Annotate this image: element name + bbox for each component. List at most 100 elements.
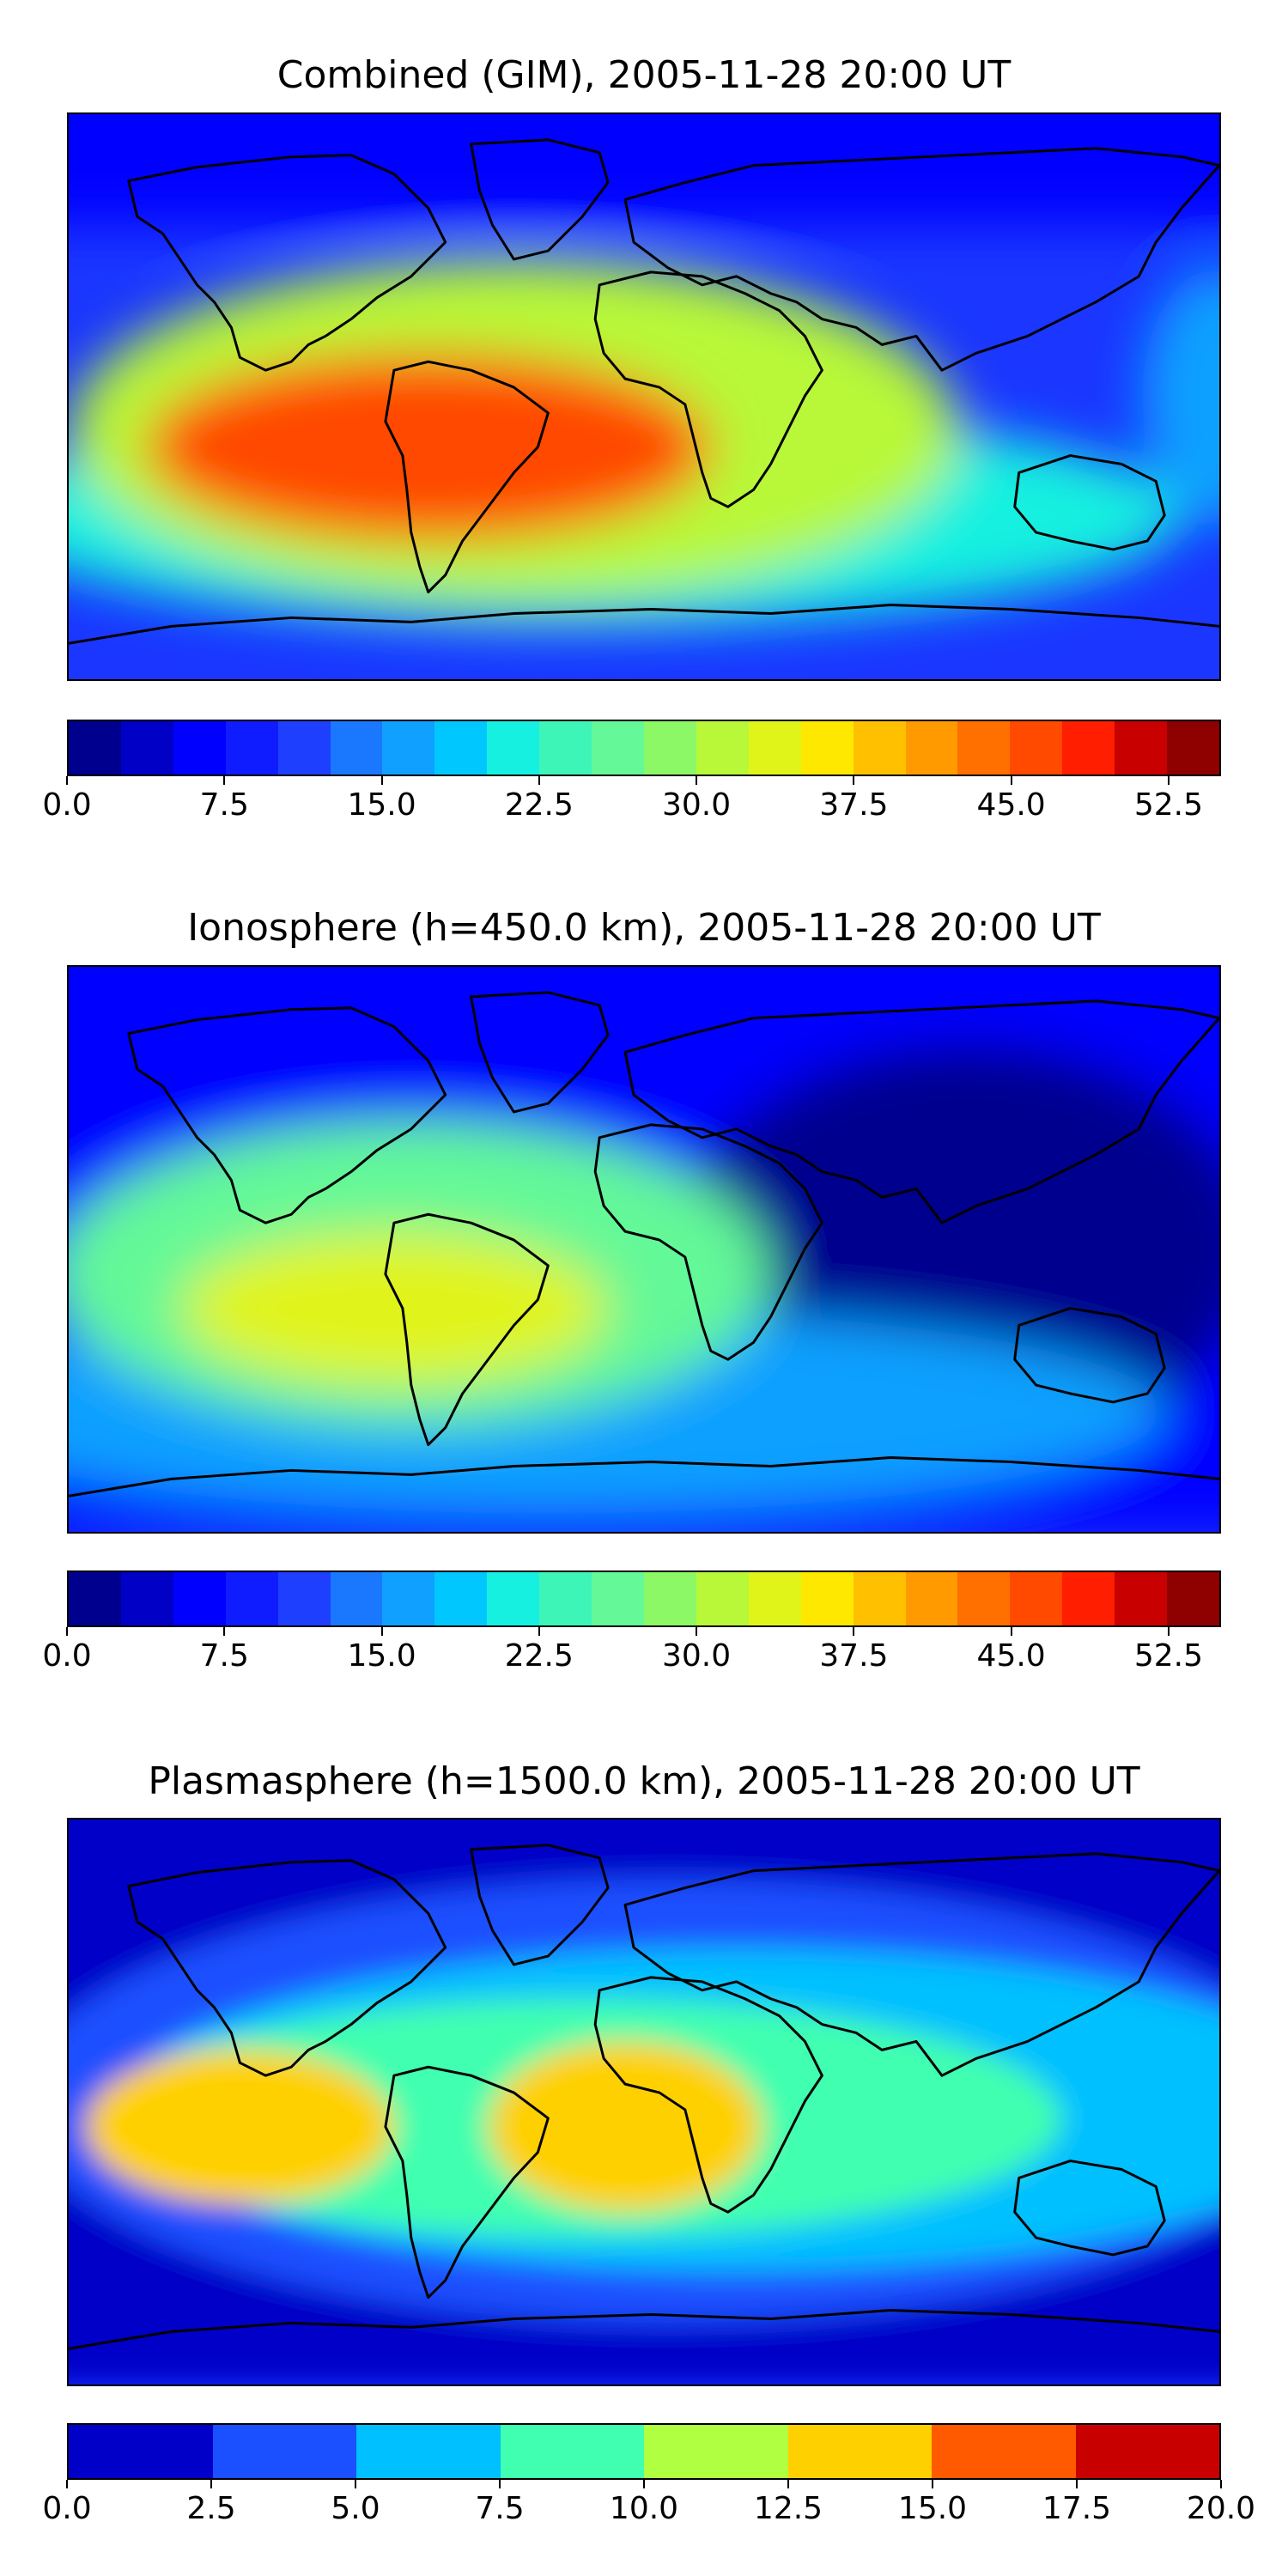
colorbar-segment bbox=[1075, 2425, 1219, 2478]
colorbar-segment bbox=[382, 1572, 435, 1625]
colorbar-segment bbox=[905, 1572, 958, 1625]
colorbar-segment bbox=[69, 2425, 213, 2478]
colorbar-segment bbox=[696, 721, 749, 775]
antarctica-outline bbox=[69, 1456, 1219, 1498]
panel-2-map bbox=[67, 965, 1221, 1534]
colorbar-tick-label: 30.0 bbox=[662, 1638, 732, 1674]
colorbar-tick bbox=[696, 1627, 698, 1636]
field-south-america-atlantic-peak bbox=[240, 392, 635, 512]
colorbar-segment bbox=[853, 1572, 906, 1625]
panel-2-colorbar bbox=[67, 1571, 1221, 1627]
colorbar-tick bbox=[1010, 776, 1012, 785]
colorbar-tick-label: 20.0 bbox=[1186, 2491, 1256, 2526]
colorbar-tick-label: 7.5 bbox=[199, 1638, 249, 1674]
colorbar-segment bbox=[173, 1572, 226, 1625]
colorbar-segment bbox=[787, 2425, 932, 2478]
colorbar-tick bbox=[787, 2480, 789, 2488]
colorbar-tick-label: 52.5 bbox=[1133, 787, 1203, 823]
colorbar-tick-label: 15.0 bbox=[897, 2491, 968, 2526]
colorbar-tick-label: 12.5 bbox=[753, 2491, 823, 2526]
eurasia-outline bbox=[623, 147, 1219, 372]
colorbar-tick-label: 15.0 bbox=[347, 1638, 416, 1674]
colorbar-segment bbox=[120, 1572, 173, 1625]
colorbar-tick-label: 45.0 bbox=[976, 1638, 1046, 1674]
colorbar-tick bbox=[1167, 776, 1170, 785]
colorbar-tick-label: 52.5 bbox=[1133, 1638, 1203, 1674]
colorbar-segment bbox=[330, 721, 383, 775]
colorbar-segment bbox=[1010, 1572, 1063, 1625]
colorbar-tick bbox=[66, 2480, 68, 2488]
colorbar-tick-label: 7.5 bbox=[199, 787, 249, 823]
colorbar-tick bbox=[210, 2480, 212, 2488]
south-america-outline bbox=[384, 360, 550, 594]
colorbar-tick bbox=[1220, 2480, 1222, 2488]
colorbar-segment bbox=[356, 2425, 501, 2478]
colorbar-tick bbox=[853, 1627, 855, 1636]
panel-1-map-svg bbox=[69, 114, 1219, 645]
colorbar-segment bbox=[592, 1572, 644, 1625]
south-america-outline bbox=[384, 2065, 550, 2300]
panel-3-map-svg bbox=[69, 1820, 1219, 2385]
africa-outline bbox=[593, 1123, 823, 1361]
panel-2-map-svg bbox=[69, 967, 1219, 1532]
colorbar-tick bbox=[380, 1627, 383, 1636]
colorbar-tick-label: 22.5 bbox=[504, 1638, 574, 1674]
colorbar-tick-label: 37.5 bbox=[819, 787, 889, 823]
continent-outlines-3 bbox=[69, 1844, 1219, 2350]
colorbar-segment bbox=[1167, 721, 1219, 775]
colorbar-segment bbox=[644, 2425, 788, 2478]
field-pacific-peak bbox=[85, 2050, 394, 2204]
colorbar-segment bbox=[539, 1572, 592, 1625]
colorbar-tick-label: 5.0 bbox=[331, 2491, 380, 2526]
australia-outline bbox=[1013, 2160, 1166, 2257]
africa-outline bbox=[593, 1976, 823, 2214]
panel-2-title: Ionosphere (h=450.0 km), 2005-11-28 20:0… bbox=[187, 906, 1101, 950]
colorbar-segment bbox=[748, 721, 801, 775]
colorbar-tick bbox=[1010, 1627, 1012, 1636]
panel-1-colorbar-ticks: 0.0 7.5 15.0 22.5 30.0 37.5 45.0 52.5 bbox=[42, 776, 1221, 823]
colorbar-tick bbox=[1076, 2480, 1078, 2488]
panel-3-map bbox=[67, 1818, 1221, 2386]
colorbar-segment bbox=[696, 1572, 749, 1625]
colorbar-segment bbox=[69, 721, 121, 775]
panel-2-colorbar-ticks: 0.0 7.5 15.0 22.5 30.0 37.5 45.0 52.5 bbox=[42, 1627, 1221, 1674]
north-america-outline bbox=[127, 1006, 447, 1224]
eurasia-outline bbox=[623, 1852, 1219, 2077]
colorbar-segment bbox=[800, 1572, 854, 1625]
panel-1-title: Combined (GIM), 2005-11-28 20:00 UT bbox=[276, 53, 1012, 97]
field-western-pacific-edge bbox=[1142, 267, 1219, 525]
colorbar-segment bbox=[905, 721, 958, 775]
continent-outlines-2 bbox=[69, 991, 1219, 1498]
colorbar-segment bbox=[173, 721, 226, 775]
colorbar-segment bbox=[225, 721, 278, 775]
colorbar-tick bbox=[66, 776, 68, 785]
australia-outline bbox=[1013, 454, 1166, 551]
colorbar-segment bbox=[212, 2425, 356, 2478]
colorbar-tick bbox=[643, 2480, 645, 2488]
north-america-outline bbox=[127, 154, 447, 372]
colorbar-tick bbox=[380, 776, 383, 785]
colorbar-segment bbox=[225, 1572, 278, 1625]
colorbar-segment bbox=[1115, 721, 1168, 775]
colorbar-tick-label: 2.5 bbox=[186, 2491, 236, 2526]
antarctica-outline bbox=[69, 2309, 1219, 2350]
colorbar-segment bbox=[434, 721, 488, 775]
colorbar-tick bbox=[355, 2480, 356, 2488]
panel-3-colorbar bbox=[67, 2423, 1221, 2480]
colorbar-segment bbox=[957, 721, 1011, 775]
africa-outline bbox=[593, 270, 823, 508]
colorbar-tick-label: 17.5 bbox=[1042, 2491, 1112, 2526]
colorbar-segment bbox=[382, 721, 435, 775]
south-america-outline bbox=[384, 1212, 550, 1447]
colorbar-tick-label: 0.0 bbox=[42, 1638, 92, 1674]
colorbar-tick bbox=[223, 776, 226, 785]
colorbar-segment bbox=[748, 1572, 801, 1625]
colorbar-tick bbox=[66, 1627, 68, 1636]
panel-3-title: Plasmasphere (h=1500.0 km), 2005-11-28 2… bbox=[148, 1759, 1140, 1803]
greenland-outline bbox=[470, 1844, 610, 1966]
colorbar-segment bbox=[932, 2425, 1076, 2478]
panel-3-colorbar-ticks: 0.0 2.5 5.0 7.5 10.0 12.5 15.0 17.5 20.0 bbox=[42, 2480, 1255, 2526]
field-atlantic-peak bbox=[488, 2041, 762, 2213]
colorbar-tick bbox=[538, 776, 540, 785]
colorbar-tick-label: 10.0 bbox=[609, 2491, 679, 2526]
